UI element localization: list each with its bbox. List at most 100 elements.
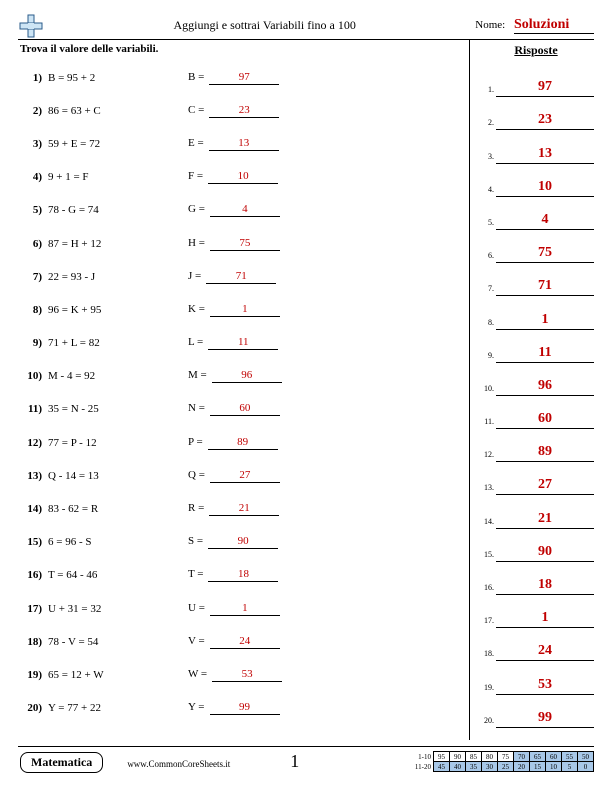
name-field: Nome: Soluzioni [475,17,594,34]
problem-row: 4)9 + 1 = FF =10 [22,161,461,194]
score-cell: 85 [466,752,482,762]
score-cell: 60 [546,752,562,762]
answer-number: 4. [478,185,496,197]
answer-row: 4.10 [478,164,594,197]
problem-number: 2) [22,105,48,117]
site-url: www.CommonCoreSheets.it [127,759,230,769]
worksheet-page: Aggiungi e sottrai Variabili fino a 100 … [18,14,594,774]
answer-blank: 10 [208,170,278,184]
problem-equation: 78 - V = 54 [48,636,188,648]
answer-row: 10.96 [478,363,594,396]
problem-row: 15)6 = 96 - SS =90 [22,526,461,559]
answers-column: Risposte 1.972.233.134.105.46.757.718.19… [470,40,594,740]
problem-blank: W =53 [188,668,282,682]
answer-row: 8.1 [478,296,594,329]
variable-label: G = [188,203,205,215]
answer-blank: 60 [210,402,280,416]
subject-box: Matematica [20,752,103,773]
answer-row: 9.11 [478,330,594,363]
answer-row: 7.71 [478,263,594,296]
problem-blank: S =90 [188,535,278,549]
answer-blank: 53 [212,668,282,682]
problem-equation: 96 = K + 95 [48,304,188,316]
answer-row: 17.1 [478,595,594,628]
variable-label: T = [188,568,203,580]
answer-blank: 27 [210,469,280,483]
problem-number: 8) [22,304,48,316]
problem-number: 13) [22,470,48,482]
answer-number: 16. [478,583,496,595]
answer-row: 6.75 [478,230,594,263]
answer-value: 23 [496,112,594,130]
answer-value: 89 [496,444,594,462]
answer-row: 12.89 [478,429,594,462]
problem-number: 16) [22,569,48,581]
score-cell: 70 [514,752,530,762]
answer-value: 4 [496,212,594,230]
score-cell: 20 [514,762,530,772]
answer-blank: 18 [208,568,278,582]
score-cell: 0 [578,762,594,772]
answer-blank: 24 [210,635,280,649]
problem-blank: E =13 [188,137,279,151]
problem-row: 10)M - 4 = 92M =96 [22,360,461,393]
problem-blank: J =71 [188,270,276,284]
answer-blank: 96 [212,369,282,383]
answer-number: 7. [478,284,496,296]
problem-row: 9)71 + L = 82L =11 [22,327,461,360]
score-cell: 75 [498,752,514,762]
problem-blank: Y =99 [188,701,280,715]
footer: Matematica www.CommonCoreSheets.it 1 1-1… [18,746,594,774]
problem-blank: N =60 [188,402,280,416]
problem-number: 11) [22,403,48,415]
answer-value: 21 [496,511,594,529]
problem-equation: 6 = 96 - S [48,536,188,548]
answer-blank: 21 [209,502,279,516]
variable-label: V = [188,635,205,647]
problem-row: 7)22 = 93 - JJ =71 [22,260,461,293]
answer-number: 10. [478,384,496,396]
answer-blank: 89 [208,436,278,450]
answer-value: 24 [496,643,594,661]
variable-label: K = [188,303,205,315]
answer-blank: 4 [210,203,280,217]
problem-row: 13)Q - 14 = 13Q =27 [22,459,461,492]
problem-row: 11)35 = N - 25N =60 [22,393,461,426]
problem-row: 17)U + 31 = 32U =1 [22,592,461,625]
answer-blank: 71 [206,270,276,284]
problem-blank: F = 10 [188,170,278,184]
variable-label: F = [188,170,203,182]
score-cell: 80 [482,752,498,762]
problem-number: 1) [22,72,48,84]
problem-equation: U + 31 = 32 [48,603,188,615]
problem-blank: H =75 [188,237,280,251]
answer-number: 9. [478,351,496,363]
problem-blank: V = 24 [188,635,280,649]
answer-number: 2. [478,118,496,130]
page-number: 1 [290,751,299,772]
answer-row: 20.99 [478,695,594,728]
header: Aggiungi e sottrai Variabili fino a 100 … [18,14,594,40]
answer-number: 11. [478,417,496,429]
problem-blank: K =1 [188,303,280,317]
score-cell: 55 [562,752,578,762]
answer-value: 10 [496,179,594,197]
worksheet-title: Aggiungi e sottrai Variabili fino a 100 [54,18,475,33]
score-cell: 35 [466,762,482,772]
problem-equation: 71 + L = 82 [48,337,188,349]
problem-row: 5)78 - G = 74G =4 [22,194,461,227]
problem-equation: 9 + 1 = F [48,171,188,183]
answer-value: 1 [496,312,594,330]
name-label: Nome: [475,19,505,31]
problem-blank: G = 4 [188,203,280,217]
problem-number: 12) [22,437,48,449]
answer-number: 6. [478,251,496,263]
answer-number: 17. [478,616,496,628]
problem-equation: 22 = 93 - J [48,271,188,283]
answer-value: 53 [496,677,594,695]
answer-value: 99 [496,710,594,728]
problem-blank: B =97 [188,71,279,85]
answer-blank: 99 [210,701,280,715]
problem-blank: Q =27 [188,469,280,483]
score-range-label: 11-20 [412,762,434,772]
